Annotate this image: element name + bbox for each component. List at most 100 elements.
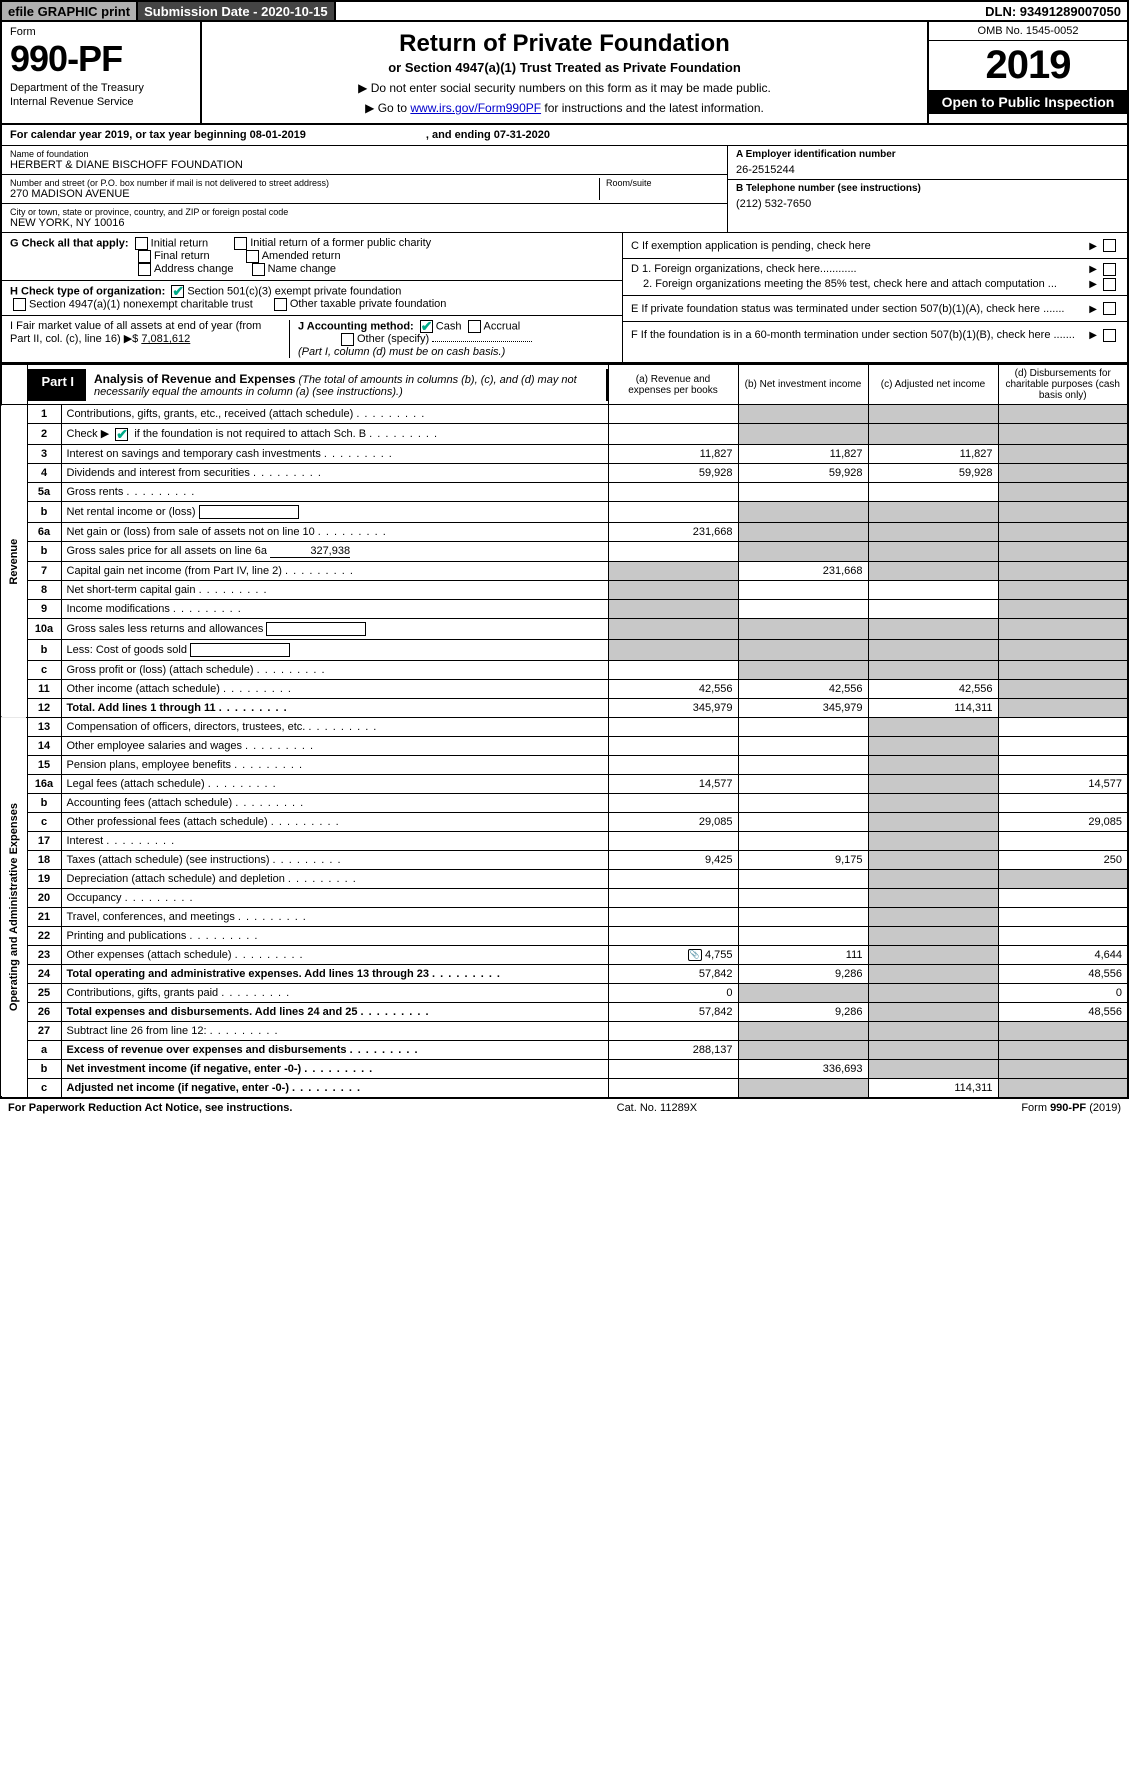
col-d-header: (d) Disbursements for charitable purpose… — [998, 365, 1128, 405]
row-num: b — [27, 793, 61, 812]
chk-other-taxable[interactable] — [274, 298, 287, 311]
chk-d1[interactable] — [1103, 263, 1116, 276]
chk-amended[interactable] — [246, 250, 259, 263]
amount-cell: 336,693 — [738, 1059, 868, 1078]
attach-icon[interactable]: 📎 — [688, 949, 702, 961]
chk-c[interactable] — [1103, 239, 1116, 252]
amount-cell — [608, 907, 738, 926]
amount-cell — [738, 660, 868, 679]
tax-year: 2019 — [929, 41, 1127, 90]
row-desc: Less: Cost of goods sold — [61, 639, 608, 660]
table-row: cOther professional fees (attach schedul… — [1, 812, 1128, 831]
side-label: Operating and Administrative Expenses — [1, 717, 27, 1097]
table-row: 20Occupancy — [1, 888, 1128, 907]
row-desc: Gross sales price for all assets on line… — [61, 541, 608, 561]
row-num: b — [27, 639, 61, 660]
chk-e[interactable] — [1103, 302, 1116, 315]
chk-d2[interactable] — [1103, 278, 1116, 291]
table-row: 15Pension plans, employee benefits — [1, 755, 1128, 774]
row-desc: Net investment income (if negative, ente… — [61, 1059, 608, 1078]
row-num: 5a — [27, 482, 61, 501]
amount-cell — [998, 541, 1128, 561]
amount-cell — [868, 580, 998, 599]
table-row: bLess: Cost of goods sold — [1, 639, 1128, 660]
amount-cell — [998, 1059, 1128, 1078]
section-ij: I Fair market value of all assets at end… — [2, 316, 622, 362]
amount-cell — [868, 541, 998, 561]
amount-cell — [868, 522, 998, 541]
amount-cell: 48,556 — [998, 964, 1128, 983]
form990pf-link[interactable]: www.irs.gov/Form990PF — [410, 101, 541, 115]
amount-cell — [998, 1021, 1128, 1040]
amount-cell — [608, 405, 738, 424]
efile-label: efile GRAPHIC print — [2, 2, 138, 20]
chk-initial-former[interactable] — [234, 237, 247, 250]
row-desc: Legal fees (attach schedule) — [61, 774, 608, 793]
e-label: E If private foundation status was termi… — [631, 303, 1089, 315]
table-row: 10aGross sales less returns and allowanc… — [1, 618, 1128, 639]
amount-cell — [998, 482, 1128, 501]
chk-501c3[interactable] — [171, 285, 184, 298]
row-desc: Interest — [61, 831, 608, 850]
checkbox-section: G Check all that apply: Initial return I… — [0, 233, 1129, 364]
amount-cell — [868, 717, 998, 736]
row-num: 9 — [27, 599, 61, 618]
table-row: 24Total operating and administrative exp… — [1, 964, 1128, 983]
chk-f[interactable] — [1103, 329, 1116, 342]
section-g: G Check all that apply: Initial return I… — [2, 233, 622, 281]
amount-cell — [868, 793, 998, 812]
chk-name-change[interactable] — [252, 263, 265, 276]
d2-label: 2. Foreign organizations meeting the 85%… — [631, 278, 1089, 291]
chk-cash[interactable] — [420, 320, 433, 333]
chk-schb[interactable] — [115, 428, 128, 441]
amount-cell — [738, 888, 868, 907]
amount-cell — [738, 599, 868, 618]
row-desc: Contributions, gifts, grants paid — [61, 983, 608, 1002]
amount-cell: 59,928 — [608, 463, 738, 482]
amount-cell — [998, 501, 1128, 522]
chk-other-method[interactable] — [341, 333, 354, 346]
amount-cell — [608, 736, 738, 755]
amount-cell — [998, 444, 1128, 463]
row-num: 22 — [27, 926, 61, 945]
amount-cell — [868, 405, 998, 424]
row-num: 15 — [27, 755, 61, 774]
amount-cell — [998, 580, 1128, 599]
row-desc: Check ▶ if the foundation is not require… — [61, 424, 608, 445]
table-row: bNet investment income (if negative, ent… — [1, 1059, 1128, 1078]
chk-accrual[interactable] — [468, 320, 481, 333]
col-b-header: (b) Net investment income — [738, 365, 868, 405]
chk-address-change[interactable] — [138, 263, 151, 276]
amount-cell — [998, 717, 1128, 736]
amount-cell: 11,827 — [738, 444, 868, 463]
amount-cell — [608, 755, 738, 774]
row-num: 13 — [27, 717, 61, 736]
amount-cell: 11,827 — [868, 444, 998, 463]
phone-value: (212) 532-7650 — [736, 198, 1119, 210]
row-num: b — [27, 1059, 61, 1078]
amount-cell — [738, 618, 868, 639]
amount-cell: 42,556 — [738, 679, 868, 698]
amount-cell — [608, 501, 738, 522]
top-bar: efile GRAPHIC print Submission Date - 20… — [0, 0, 1129, 22]
row-num: 12 — [27, 698, 61, 717]
table-row: 22Printing and publications — [1, 926, 1128, 945]
form-label: Form — [10, 26, 192, 38]
amount-cell: 14,577 — [998, 774, 1128, 793]
amount-cell — [738, 482, 868, 501]
chk-final-return[interactable] — [138, 250, 151, 263]
table-row: Operating and Administrative Expenses13C… — [1, 717, 1128, 736]
amount-cell — [738, 405, 868, 424]
chk-initial-return[interactable] — [135, 237, 148, 250]
amount-cell: 250 — [998, 850, 1128, 869]
amount-cell — [608, 1021, 738, 1040]
row-desc: Total. Add lines 1 through 11 — [61, 698, 608, 717]
chk-4947a1[interactable] — [13, 298, 26, 311]
row-num: 16a — [27, 774, 61, 793]
row-desc: Occupancy — [61, 888, 608, 907]
amount-cell — [738, 1040, 868, 1059]
amount-cell — [608, 869, 738, 888]
table-row: 25Contributions, gifts, grants paid 00 — [1, 983, 1128, 1002]
table-row: 19Depreciation (attach schedule) and dep… — [1, 869, 1128, 888]
amount-cell: 11,827 — [608, 444, 738, 463]
